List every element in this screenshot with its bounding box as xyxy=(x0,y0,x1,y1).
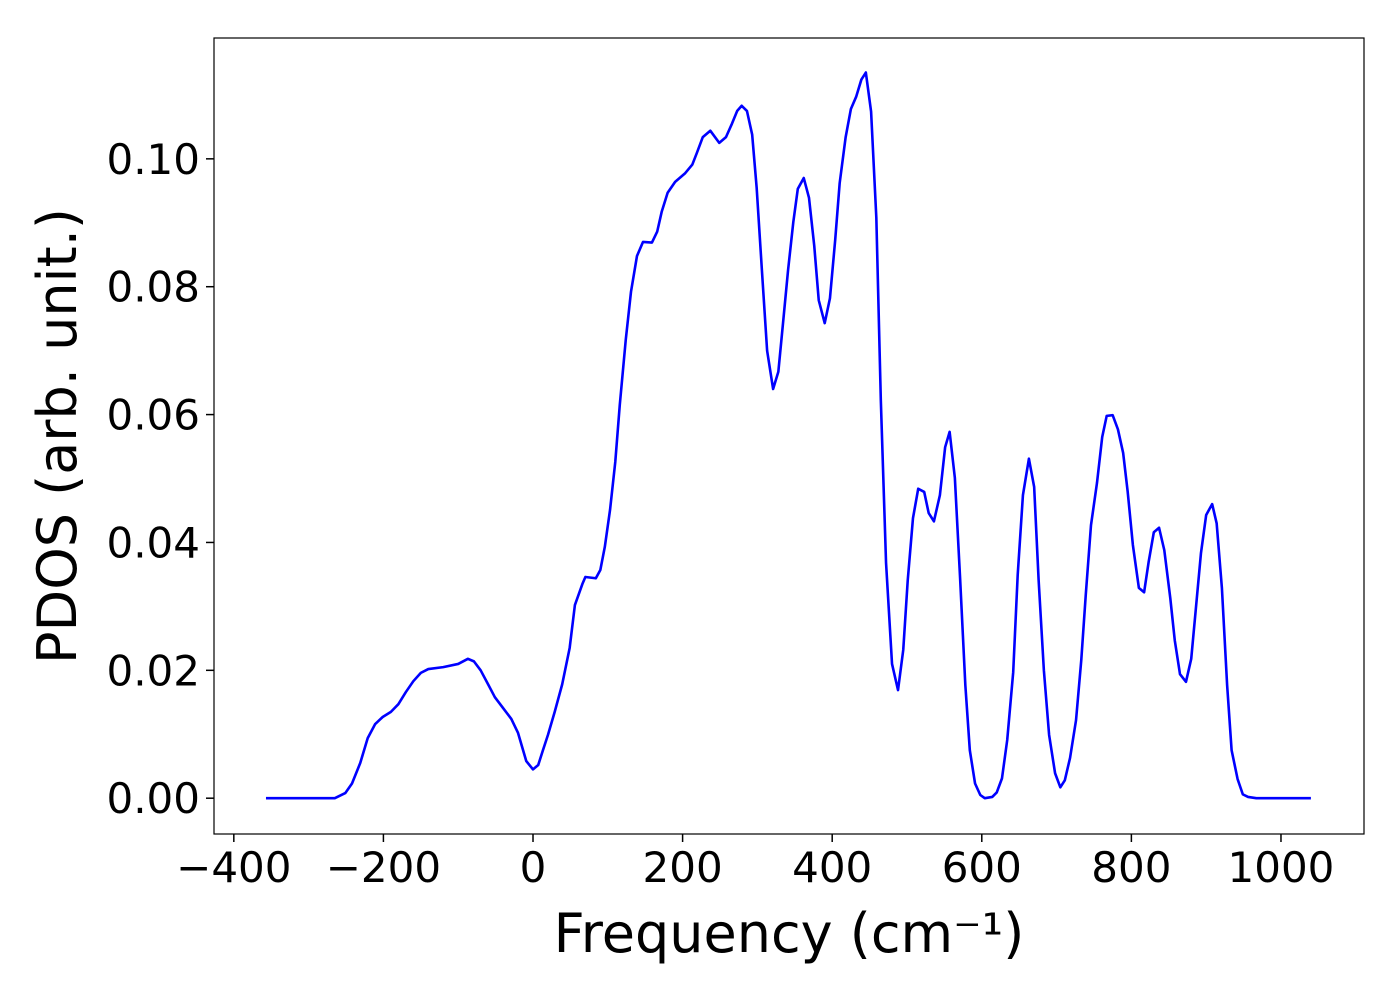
line xyxy=(265,71,1311,800)
y-tick-label: 0.10 xyxy=(106,135,200,184)
x-tick-label: 600 xyxy=(942,843,1022,892)
y-axis-label: PDOS (arb. unit.) xyxy=(26,208,89,664)
x-axis-label: Frequency (cm⁻¹) xyxy=(554,902,1025,965)
y-tick-label: 0.04 xyxy=(106,518,200,567)
x-tick-label: −400 xyxy=(176,843,291,892)
x-tick-label: 1000 xyxy=(1228,843,1335,892)
y-tick-label: 0.06 xyxy=(106,391,200,440)
plot-frame xyxy=(213,37,1365,835)
y-tick-label: 0.08 xyxy=(106,263,200,312)
x-tick-label: 400 xyxy=(792,843,872,892)
x-tick-label: 200 xyxy=(643,843,723,892)
x-tick-label: 800 xyxy=(1091,843,1171,892)
x-tick-label: 0 xyxy=(520,843,547,892)
y-tick-label: 0.00 xyxy=(106,774,200,823)
x-tick-label: −200 xyxy=(326,843,441,892)
y-tick-label: 0.02 xyxy=(106,646,200,695)
